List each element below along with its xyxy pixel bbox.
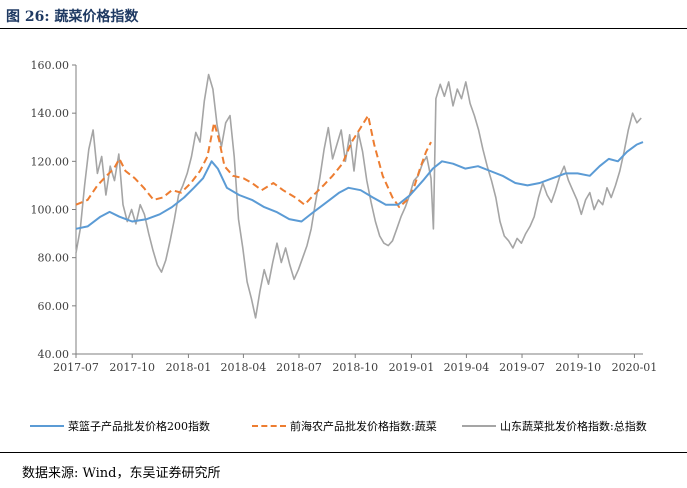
y-tick-label: 80.00 bbox=[38, 252, 70, 265]
legend-label-series1: 菜篮子产品批发价格200指数 bbox=[68, 420, 210, 433]
legend-item-series1: 菜篮子产品批发价格200指数 bbox=[30, 418, 210, 434]
y-tick-label: 60.00 bbox=[38, 300, 70, 313]
legend-label-series2: 前海农产品批发价格指数:蔬菜 bbox=[290, 420, 437, 433]
x-tick-label: 2019-10 bbox=[555, 361, 601, 374]
y-tick-label: 160.00 bbox=[31, 59, 70, 72]
series-line-2 bbox=[75, 114, 432, 209]
x-tick-label: 2019-01 bbox=[389, 361, 435, 374]
x-tick-label: 2018-10 bbox=[332, 361, 378, 374]
y-tick-label: 140.00 bbox=[31, 107, 70, 120]
series-line-3 bbox=[75, 73, 642, 319]
x-tick-label: 2018-01 bbox=[166, 361, 212, 374]
chart-legend: 菜篮子产品批发价格200指数 前海农产品批发价格指数:蔬菜 山东蔬菜批发价格指数… bbox=[30, 418, 670, 436]
legend-item-series2: 前海农产品批发价格指数:蔬菜 bbox=[252, 418, 437, 434]
x-tick-label: 2018-04 bbox=[221, 361, 267, 374]
title-rule bbox=[0, 28, 687, 29]
legend-item-series3: 山东蔬菜批发价格指数:总指数 bbox=[462, 418, 647, 434]
series-line-1 bbox=[75, 141, 644, 230]
legend-swatch-series1 bbox=[30, 425, 64, 427]
source-note: 数据来源: Wind，东吴证券研究所 bbox=[22, 466, 221, 481]
chart-area: 40.00 60.00 80.00 100.00 120.00 140.00 160.00 2… bbox=[31, 59, 658, 374]
chart-axes: 40.00 60.00 80.00 100.00 120.00 140.00 160.00 2… bbox=[31, 59, 658, 374]
y-tick-label: 120.00 bbox=[31, 155, 70, 168]
legend-label-series3: 山东蔬菜批发价格指数:总指数 bbox=[500, 420, 647, 433]
x-tick-label: 2019-04 bbox=[444, 361, 490, 374]
x-tick-label: 2017-10 bbox=[109, 361, 155, 374]
figure-title: 图 26: 蔬菜价格指数 bbox=[6, 9, 139, 25]
legend-swatch-series2 bbox=[252, 425, 286, 427]
y-tick-label: 100.00 bbox=[31, 204, 70, 217]
legend-swatch-series3 bbox=[462, 425, 496, 427]
x-tick-label: 2019-07 bbox=[499, 361, 545, 374]
chart-series bbox=[75, 73, 644, 319]
y-tick-label: 40.00 bbox=[38, 348, 70, 361]
x-tick-label: 2017-07 bbox=[53, 361, 99, 374]
source-rule bbox=[0, 452, 687, 453]
x-tick-label: 2018-07 bbox=[276, 361, 322, 374]
x-tick-label: 2020-01 bbox=[612, 361, 658, 374]
